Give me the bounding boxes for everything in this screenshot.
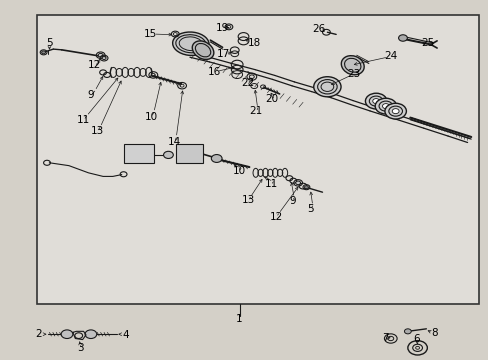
Text: 19: 19 [216,23,229,33]
Text: 13: 13 [241,195,255,205]
Text: 7: 7 [381,333,388,343]
Text: 3: 3 [77,343,83,353]
Text: 25: 25 [420,38,433,48]
Ellipse shape [192,41,213,59]
Circle shape [365,93,386,109]
Circle shape [372,99,379,104]
Circle shape [384,103,406,119]
Text: 16: 16 [207,67,221,77]
Text: 11: 11 [77,115,90,125]
Text: 22: 22 [240,78,254,88]
Text: 12: 12 [87,60,101,70]
Text: 17: 17 [216,49,229,59]
Text: 21: 21 [249,106,262,116]
Text: 12: 12 [269,212,282,221]
Text: 8: 8 [430,328,437,338]
Circle shape [391,109,398,114]
Ellipse shape [172,32,209,55]
Ellipse shape [341,56,364,75]
Circle shape [404,329,410,334]
Bar [176,144,203,163]
Text: 9: 9 [288,196,295,206]
Text: 26: 26 [311,24,325,35]
Circle shape [85,330,97,338]
Circle shape [398,35,407,41]
Text: 5: 5 [307,204,313,214]
Circle shape [163,151,173,158]
Text: 11: 11 [264,179,277,189]
Text: 14: 14 [167,137,181,147]
Circle shape [382,104,388,109]
Text: 23: 23 [346,69,360,79]
Text: 6: 6 [412,333,419,343]
Text: 2: 2 [35,329,42,339]
Circle shape [313,77,340,97]
Text: 18: 18 [247,38,260,48]
Circle shape [211,154,222,162]
Text: 20: 20 [264,94,278,104]
Circle shape [295,181,300,185]
Circle shape [102,57,106,59]
Text: 4: 4 [122,330,128,340]
Text: 10: 10 [144,112,157,122]
Text: 5: 5 [46,38,53,48]
Circle shape [61,330,73,338]
Circle shape [98,53,103,57]
Text: 24: 24 [384,51,397,61]
Text: 13: 13 [90,126,103,136]
Text: 9: 9 [87,90,94,100]
Text: 10: 10 [232,166,245,176]
Circle shape [374,98,396,114]
Bar [37,15,478,304]
Circle shape [304,186,308,189]
Text: 15: 15 [144,29,157,39]
Text: 1: 1 [236,314,243,324]
Bar [123,144,154,163]
Circle shape [41,51,45,54]
